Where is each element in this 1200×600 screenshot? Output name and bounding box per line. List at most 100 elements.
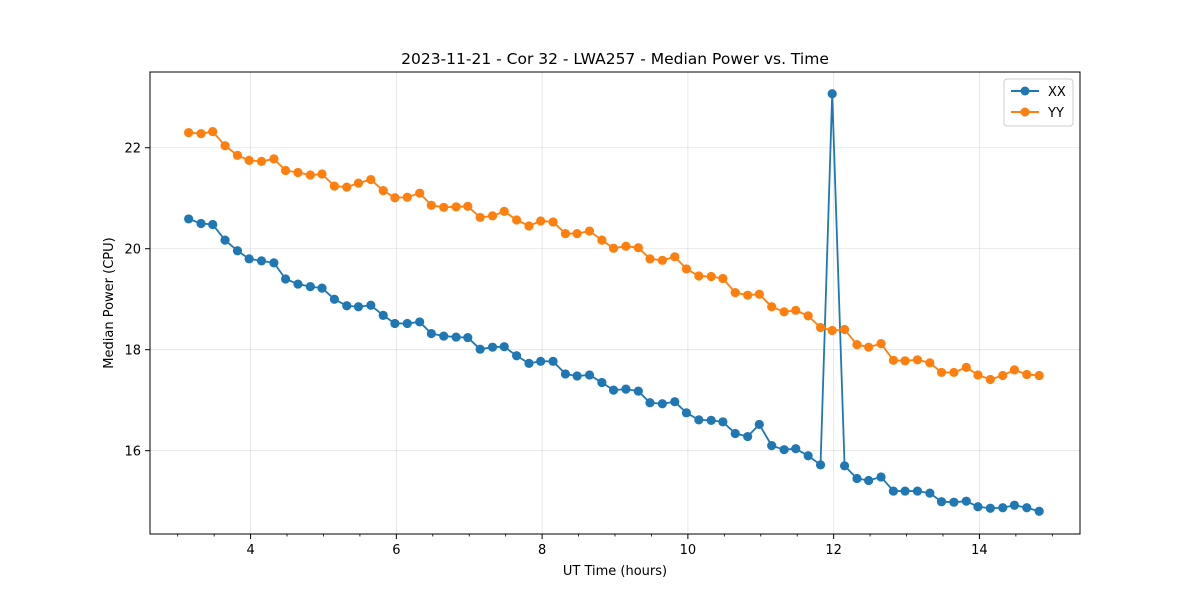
y-tick-label: 16 [124, 445, 141, 460]
y-tick-label: 20 [124, 243, 141, 258]
data-point-yy [366, 174, 376, 185]
data-point-yy [329, 181, 339, 191]
data-point-xx [779, 445, 789, 455]
data-point-yy [196, 129, 206, 139]
data-point-yy [378, 186, 388, 196]
data-point-xx [912, 486, 923, 496]
data-point-xx [512, 351, 522, 361]
data-point-yy [353, 178, 364, 188]
data-point-yy [839, 324, 850, 335]
data-point-xx [925, 488, 935, 498]
data-point-yy [973, 370, 983, 380]
data-point-xx [961, 496, 971, 506]
data-point-yy [827, 325, 837, 336]
data-point-xx [560, 369, 571, 379]
data-point-yy [706, 271, 716, 282]
data-point-yy [925, 358, 935, 368]
data-point-yy [645, 254, 655, 264]
grid [150, 72, 1080, 534]
data-point-xx [280, 274, 291, 284]
data-point-xx [451, 332, 461, 342]
data-point-xx [220, 235, 230, 245]
data-point-xx [1022, 503, 1032, 513]
data-point-yy [220, 141, 230, 151]
x-axis-label: UT Time (hours) [563, 564, 667, 579]
data-point-xx [463, 332, 473, 343]
data-point-yy [184, 127, 194, 138]
data-point-yy [439, 202, 449, 212]
data-point-xx [317, 283, 327, 293]
data-point-xx [536, 356, 546, 366]
data-point-xx [475, 344, 485, 354]
x-tick-label: 4 [246, 543, 254, 558]
data-point-yy [621, 241, 631, 251]
data-point-xx [244, 254, 254, 264]
data-point-xx [524, 358, 534, 368]
data-point-yy [900, 356, 910, 366]
data-point-xx [426, 328, 436, 339]
data-point-xx [973, 502, 983, 512]
data-point-xx [985, 503, 995, 513]
axes: 4 6 8 10 12 14 16 18 20 22 [124, 142, 1053, 558]
data-point-xx [743, 431, 753, 442]
data-point-xx [390, 318, 400, 329]
data-point-xx [1034, 506, 1044, 516]
data-point-yy [280, 165, 291, 176]
data-point-xx [208, 219, 218, 230]
data-point-yy [670, 252, 680, 262]
data-point-xx [839, 461, 850, 471]
x-tick-label: 6 [392, 543, 400, 558]
data-point-xx [706, 415, 716, 425]
data-point-xx [329, 294, 339, 304]
data-point-xx [597, 377, 607, 388]
data-point-yy [1034, 370, 1044, 381]
data-point-yy [694, 271, 704, 281]
data-point-yy [852, 340, 862, 350]
data-point-yy [876, 339, 886, 349]
data-point-xx [184, 214, 194, 224]
data-point-yy [791, 305, 801, 315]
data-point-yy [949, 367, 959, 378]
data-point-xx [487, 342, 498, 352]
data-point-yy [475, 212, 485, 223]
data-point-xx [402, 318, 412, 329]
data-point-yy [754, 289, 764, 299]
data-point-yy [426, 200, 436, 210]
data-point-xx [269, 258, 279, 268]
data-point-xx [293, 279, 303, 289]
data-point-yy [815, 322, 826, 333]
data-point-yy [536, 216, 546, 226]
data-point-yy [572, 228, 582, 239]
data-point-yy [1009, 365, 1020, 375]
data-point-yy [317, 169, 327, 179]
data-point-yy [584, 226, 595, 236]
data-point-xx [1009, 500, 1020, 510]
data-point-yy [390, 193, 400, 203]
data-point-xx [645, 398, 655, 408]
data-point-yy [961, 362, 971, 372]
data-point-yy [499, 206, 509, 216]
data-point-yy [463, 201, 473, 211]
x-tick-label: 8 [538, 543, 546, 558]
data-point-yy [512, 215, 522, 225]
y-tick-label: 18 [124, 344, 141, 359]
data-point-xx [852, 473, 862, 484]
series-line-yy [188, 130, 1040, 381]
legend-label-xx: XX [1048, 85, 1066, 100]
data-point-xx [718, 417, 728, 427]
y-tick-label: 22 [124, 142, 141, 157]
data-point-xx [949, 497, 959, 507]
data-point-xx [548, 356, 558, 366]
data-point-xx [584, 370, 595, 380]
data-point-yy [864, 342, 874, 352]
data-point-xx [803, 451, 813, 461]
x-tick-label: 14 [971, 543, 988, 558]
data-point-xx [998, 503, 1008, 513]
data-point-xx [730, 428, 740, 439]
data-point-xx [232, 246, 243, 256]
data-point-yy [936, 367, 947, 378]
series-line-xx [188, 92, 1040, 513]
data-point-xx [900, 486, 910, 496]
data-point-yy [1022, 369, 1032, 380]
